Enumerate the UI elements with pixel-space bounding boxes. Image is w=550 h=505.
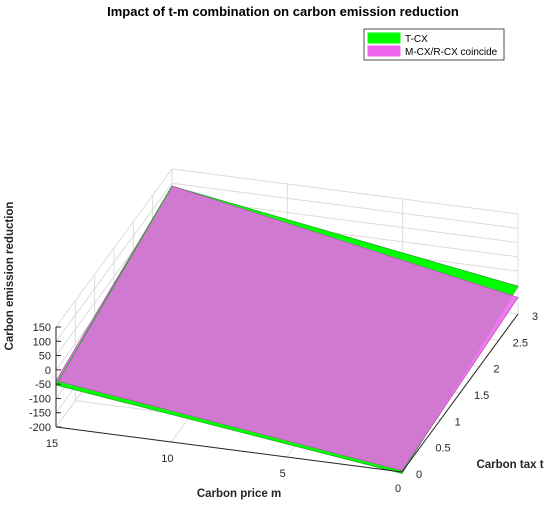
y-axis-label: Carbon price m: [197, 488, 281, 500]
y-tick-label-3: 15: [46, 438, 58, 450]
back-wall-grid-line-z-7: [171, 168, 519, 215]
z-axis-label: Carbon emission reduction: [4, 202, 16, 351]
legend-label-m-cx: M-CX/R-CX coincide: [405, 47, 498, 58]
chart-title: Impact of t-m combination on carbon emis…: [107, 4, 459, 19]
x-tick-label-0: 0: [416, 469, 422, 481]
legend-swatch-m-cx: [367, 45, 401, 57]
legend-label-t-cx: T-CX: [405, 34, 428, 45]
z-tick-label-6: 100: [33, 336, 51, 348]
legend: T-CX M-CX/R-CX coincide: [363, 28, 505, 61]
surfaces: [55, 185, 519, 474]
x-tick-label-1: 0.5: [435, 443, 450, 455]
y-tick-label-2: 10: [161, 453, 173, 465]
legend-swatch-t-cx: [367, 32, 401, 44]
y-tick-label-0: 0: [395, 483, 401, 495]
surface-m-cx-r-cx: [55, 185, 519, 472]
z-tick-label-1: -150: [29, 408, 51, 420]
x-tick-label-6: 3: [532, 311, 538, 323]
x-tick-label-5: 2.5: [513, 337, 528, 349]
x-axis-line: [401, 313, 519, 473]
t-cx-edge-line: [55, 185, 173, 386]
x-axis-label: Carbon tax t: [476, 459, 543, 471]
tick-labels: -200-150-100-5005010015005101500.511.522…: [29, 311, 538, 495]
z-tick-label-3: -50: [35, 379, 51, 391]
y-axis-line: [55, 426, 403, 473]
x-tick-label-2: 1: [455, 416, 461, 428]
z-tick-label-0: -200: [29, 422, 51, 434]
front-axes: [55, 313, 519, 473]
x-tick-label-3: 1.5: [474, 390, 489, 402]
z-tick-label-4: 0: [45, 365, 51, 377]
back-wall-grid-line-z-6: [171, 182, 519, 229]
side-wall-grid-line-z-6: [55, 182, 173, 342]
side-wall-grid-line-z-7: [55, 168, 173, 328]
x-tick-label-4: 2: [493, 364, 499, 376]
z-tick-label-2: -100: [29, 393, 51, 405]
z-tick-label-7: 150: [33, 322, 51, 334]
y-tick-label-1: 5: [280, 468, 286, 480]
z-tick-label-5: 50: [39, 351, 51, 363]
